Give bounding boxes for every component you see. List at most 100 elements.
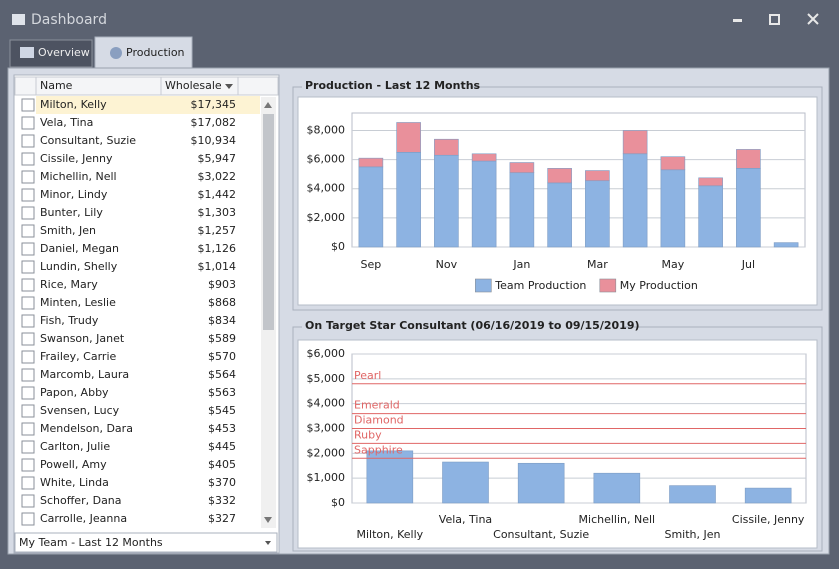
wholesale-cell: $834 (208, 314, 236, 327)
row-checkbox[interactable] (21, 188, 35, 202)
row-checkbox[interactable] (21, 440, 35, 454)
bar (517, 462, 565, 504)
bar (547, 168, 572, 184)
row-checkbox[interactable] (21, 134, 35, 148)
title-bg (302, 78, 470, 94)
bar (698, 185, 723, 248)
row-checkbox[interactable] (21, 386, 35, 400)
row-checkbox[interactable] (21, 494, 35, 508)
reference-label: Ruby (354, 428, 382, 441)
name-cell: Cissile, Jenny (40, 152, 113, 165)
name-cell: Marcomb, Laura (40, 368, 129, 381)
row-checkbox[interactable] (21, 368, 35, 382)
y-tick-label: $6,000 (307, 347, 346, 360)
row-checkbox[interactable] (21, 314, 35, 328)
row-checkbox[interactable] (21, 512, 35, 526)
row-checkbox[interactable] (21, 224, 35, 238)
x-tick-label: Sep (361, 258, 382, 271)
chart-title: Production - Last 12 Months (305, 79, 481, 92)
wholesale-cell: $445 (208, 440, 236, 453)
x-tick-label: Jan (512, 258, 530, 271)
legend-label: My Production (620, 279, 698, 292)
name-cell: Lundin, Shelly (40, 260, 118, 273)
row-checkbox[interactable] (21, 242, 35, 256)
dropdown-value: My Team - Last 12 Months (19, 536, 163, 549)
wholesale-cell: $453 (208, 422, 236, 435)
name-cell: Michellin, Nell (40, 170, 117, 183)
y-tick-label: $2,000 (307, 211, 346, 224)
y-tick-label: $0 (331, 240, 345, 253)
row-checkbox[interactable] (21, 404, 35, 418)
wholesale-cell: $589 (208, 332, 236, 345)
group-box (292, 86, 823, 311)
row-checkbox[interactable] (21, 422, 35, 436)
minimize-button[interactable] (733, 19, 742, 22)
wholesale-cell: $570 (208, 350, 236, 363)
bar (509, 172, 535, 248)
y-tick-label: $4,000 (307, 182, 346, 195)
bar (434, 138, 459, 156)
name-cell: Powell, Amy (40, 458, 107, 471)
maximize-button[interactable] (769, 14, 780, 25)
bar (442, 461, 489, 504)
scroll-thumb[interactable] (263, 114, 274, 330)
row-checkbox[interactable] (21, 98, 35, 112)
row-checkbox[interactable] (21, 350, 35, 364)
bar (622, 153, 648, 248)
bar (622, 130, 648, 155)
row-checkbox[interactable] (21, 296, 35, 310)
grid-panel (13, 74, 280, 554)
tab-label: Overview (38, 46, 90, 59)
row-checkbox[interactable] (21, 458, 35, 472)
row-checkbox[interactable] (21, 152, 35, 166)
x-tick-label: Jul (741, 258, 755, 271)
x-tick-label: Vela, Tina (439, 513, 492, 526)
bar (396, 152, 421, 248)
column-header[interactable]: Name (40, 79, 73, 92)
wholesale-cell: $1,257 (198, 224, 237, 237)
row-checkbox[interactable] (21, 116, 35, 130)
bar (736, 149, 761, 169)
reference-label: Pearl (354, 369, 381, 382)
y-tick-label: $5,000 (307, 372, 346, 385)
name-cell: Consultant, Suzie (40, 134, 136, 147)
row-highlight (36, 96, 260, 114)
x-tick-label: Consultant, Suzie (493, 528, 589, 541)
bar (366, 450, 414, 504)
name-cell: Vela, Tina (40, 116, 93, 129)
tab-icon (20, 47, 34, 58)
close-button[interactable] (807, 13, 819, 25)
row-checkbox[interactable] (21, 170, 35, 184)
bar (698, 177, 723, 187)
name-cell: White, Linda (40, 476, 109, 489)
app-icon (12, 14, 25, 25)
name-cell: Swanson, Janet (40, 332, 125, 345)
row-checkbox[interactable] (21, 260, 35, 274)
bar (509, 162, 535, 174)
y-tick-label: $3,000 (307, 422, 346, 435)
reference-label: Diamond (354, 414, 404, 427)
bar (434, 154, 459, 248)
y-tick-label: $8,000 (307, 123, 346, 136)
chart-title: On Target Star Consultant (06/16/2019 to… (305, 319, 640, 332)
x-tick-label: Cissile, Jenny (732, 513, 805, 526)
x-tick-label: Mar (587, 258, 608, 271)
legend-swatch (599, 278, 617, 293)
team-dropdown[interactable] (14, 532, 278, 553)
row-checkbox[interactable] (21, 206, 35, 220)
bar (358, 157, 384, 168)
row-checkbox[interactable] (21, 476, 35, 490)
wholesale-cell: $405 (208, 458, 236, 471)
name-cell: Carlton, Julie (40, 440, 110, 453)
row-checkbox[interactable] (21, 278, 35, 292)
tab-icon (110, 47, 122, 59)
column-header[interactable]: Wholesale (165, 79, 222, 92)
row-checkbox[interactable] (21, 332, 35, 346)
name-cell: Minten, Leslie (40, 296, 116, 309)
wholesale-cell: $327 (208, 512, 236, 525)
name-cell: Daniel, Megan (40, 242, 119, 255)
wholesale-cell: $17,082 (191, 116, 237, 129)
x-tick-label: Michellin, Nell (579, 513, 656, 526)
y-tick-label: $1,000 (307, 471, 346, 484)
